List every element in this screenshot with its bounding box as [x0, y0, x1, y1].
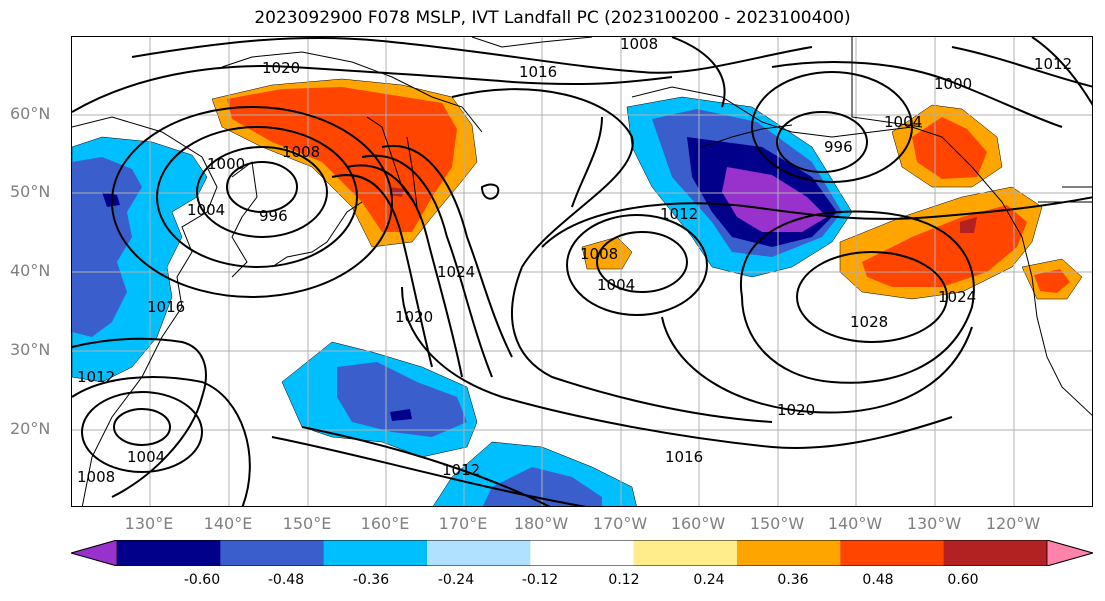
colorbar-tick-label: 0.60: [947, 572, 979, 588]
lon-label-170e: 170°E: [438, 514, 488, 533]
shade-subtropical-positive: [581, 236, 633, 270]
contour-label: 1004: [884, 113, 922, 131]
map-panel: 1008 1016 1020 1008 996 1004 1000 996 10…: [71, 36, 1093, 507]
colorbar-tick-label: 0.12: [608, 572, 640, 588]
contour-label: 1016: [147, 298, 185, 316]
contour-label: 1016: [665, 448, 703, 466]
contour-label: 1028: [850, 313, 888, 331]
contour-label: 1008: [77, 468, 115, 486]
shade-central-core: [390, 409, 412, 421]
contour-label: 1024: [437, 263, 475, 281]
shade-inland-positive-inner: [1034, 269, 1070, 293]
lon-label-120w: 120°W: [985, 514, 1041, 533]
contour-label: 996: [824, 138, 853, 156]
colorbar-extend-high: [1046, 540, 1093, 566]
colorbar-tick-label: -0.24: [437, 572, 475, 588]
contour-label: 1012: [77, 368, 115, 386]
contour-label: 1000: [207, 155, 245, 173]
gridlines: [72, 37, 1092, 506]
contour-label: 1008: [620, 37, 658, 53]
mslp-contours: [72, 37, 1092, 506]
contour-label: 996: [259, 207, 288, 225]
colorbar-tick-label: -0.48: [267, 572, 305, 588]
colorbar-segment: [323, 540, 428, 566]
contour-label: 1012: [1034, 55, 1072, 73]
shade-westcoast-dark: [960, 217, 977, 233]
lat-label-40n: 40°N: [10, 261, 51, 280]
lon-label-160w: 160°W: [670, 514, 726, 533]
lon-label-180w: 180°W: [513, 514, 569, 533]
colorbar-segment: [840, 540, 945, 566]
coastlines: [72, 37, 1092, 506]
contour-label: 1024: [938, 288, 976, 306]
lon-label-170w: 170°W: [592, 514, 648, 533]
colorbar-segment: [427, 540, 531, 566]
colorbar-tick-label: -0.36: [352, 572, 390, 588]
contour-label: 1012: [442, 461, 480, 479]
colorbar-tick-label: 0.36: [777, 572, 809, 588]
colorbar: [71, 540, 1093, 566]
lon-label-150e: 150°E: [282, 514, 332, 533]
colorbar-tick-label: 0.24: [693, 572, 725, 588]
colorbar-segment: [737, 540, 841, 566]
lon-label-160e: 160°E: [360, 514, 410, 533]
contour-label: 1004: [187, 201, 225, 219]
contour-label: 1020: [262, 59, 300, 77]
colorbar-tick-label: 0.48: [862, 572, 894, 588]
contour-label: 1020: [777, 401, 815, 419]
shade-okhotsk-positive-dark: [390, 187, 404, 197]
lat-label-50n: 50°N: [10, 182, 51, 201]
lon-label-130w: 130°W: [906, 514, 962, 533]
chart-title: 2023092900 F078 MSLP, IVT Landfall PC (2…: [254, 8, 851, 28]
shade-westcoast-positive-inner: [862, 205, 1027, 287]
colorbar-segment: [633, 540, 738, 566]
contour-label: 1012: [660, 205, 698, 223]
lon-label-150w: 150°W: [749, 514, 805, 533]
colorbar-tick-label: -0.60: [183, 572, 221, 588]
lon-label-140e: 140°E: [203, 514, 253, 533]
contour-label: 1004: [127, 448, 165, 466]
shade-west-pacific-negative-inner: [72, 157, 142, 337]
shade-west-pacific-core: [102, 192, 120, 207]
contour-labels: 1008 1016 1020 1008 996 1004 1000 996 10…: [77, 37, 1072, 486]
colorbar-segment: [220, 540, 325, 566]
colorbar-extend-low: [71, 540, 118, 566]
colorbar-segment: [530, 540, 635, 566]
ivt-shading: [72, 78, 1083, 506]
map-canvas: 1008 1016 1020 1008 996 1004 1000 996 10…: [72, 37, 1092, 506]
shade-gulf-alaska-core: [722, 167, 827, 232]
lon-label-140w: 140°W: [827, 514, 883, 533]
contour-label: 1020: [395, 308, 433, 326]
contour-label: 1004: [597, 276, 635, 294]
colorbar-segment: [943, 540, 1048, 566]
shade-central-negative-inner: [337, 362, 467, 437]
colorbar-tick-label: -0.12: [521, 572, 559, 588]
contour-label: 1016: [519, 63, 557, 81]
contour-label: 1008: [580, 245, 618, 263]
colorbar-segment: [117, 540, 221, 566]
contour-label: 1000: [934, 75, 972, 93]
lat-label-20n: 20°N: [10, 419, 51, 438]
lat-label-30n: 30°N: [10, 340, 51, 359]
contour-label: 1008: [282, 143, 320, 161]
lat-label-60n: 60°N: [10, 104, 51, 123]
lon-label-130e: 130°E: [124, 514, 174, 533]
